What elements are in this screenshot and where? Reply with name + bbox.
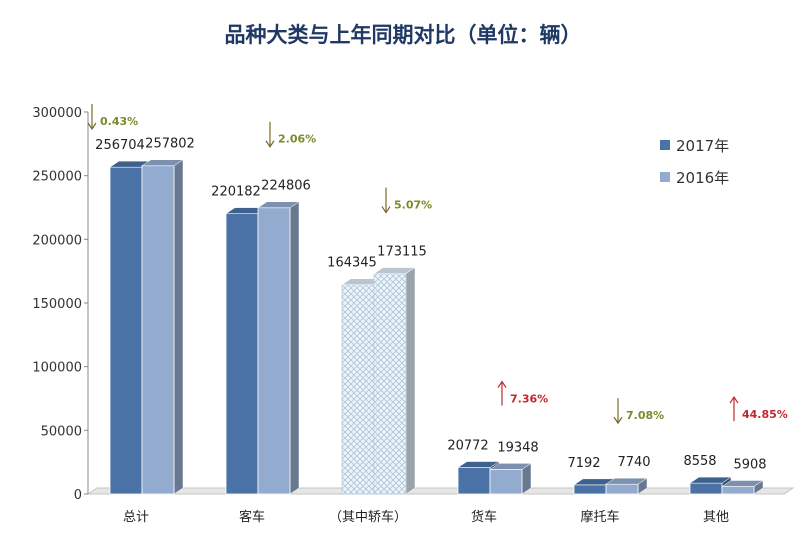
bar: [141, 159, 184, 495]
arrow-head: [381, 206, 391, 214]
arrow-head: [613, 416, 623, 425]
chart-title: 品种大类与上年同期对比（单位：辆）: [225, 23, 582, 47]
bar-top: [257, 201, 300, 208]
bar-front: [689, 482, 723, 495]
bar-side: [173, 159, 184, 495]
y-tick-label: 250000: [32, 170, 82, 185]
bar-top: [605, 477, 648, 485]
down-arrow-icon: [265, 121, 275, 148]
value-label: 19348: [497, 440, 538, 455]
value-label: 7740: [617, 455, 650, 470]
bar: [373, 267, 416, 495]
y-tick-label: 100000: [32, 361, 82, 376]
category-label: （其中轿车）: [329, 509, 407, 525]
y-tick-label: 200000: [32, 233, 82, 248]
change-label: 44.85%: [742, 408, 788, 421]
bar-side: [405, 267, 416, 495]
down-arrow-icon: [87, 104, 97, 131]
chart-floor: [86, 487, 795, 495]
bar-side: [289, 201, 300, 495]
value-label: 224806: [261, 179, 311, 194]
arrow-head: [87, 122, 97, 131]
up-arrow-icon: [497, 380, 507, 406]
bar-front: [721, 486, 755, 495]
y-tick-label: 50000: [41, 424, 82, 439]
value-label: 20772: [447, 439, 488, 454]
value-label: 257802: [145, 137, 195, 152]
legend-label: 2016年: [676, 169, 729, 187]
category-label: 其他: [703, 510, 729, 525]
category-label: 客车: [239, 509, 265, 525]
down-arrow-icon: [381, 187, 391, 214]
legend-swatch: [660, 172, 670, 182]
category-label: 总计: [123, 510, 149, 525]
bar: [489, 462, 532, 495]
value-label: 5908: [733, 457, 766, 472]
bar-front: [141, 165, 175, 495]
change-label: 0.43%: [100, 115, 138, 128]
bar-top: [489, 463, 532, 470]
up-arrow-icon: [729, 396, 739, 422]
bar-top: [721, 480, 764, 487]
bar-front: [457, 467, 491, 495]
y-tick-label: 150000: [32, 297, 82, 312]
bar-front: [573, 484, 607, 495]
bar-front: [109, 166, 143, 495]
bar-front: [257, 207, 291, 495]
category-label: 货车: [471, 509, 497, 525]
bar-top: [689, 476, 732, 484]
arrow-head: [265, 140, 275, 148]
y-tick-label: 0: [74, 488, 82, 503]
y-tick-label: 300000: [32, 106, 82, 121]
bar-front: [225, 213, 259, 495]
value-label: 220182: [211, 185, 261, 200]
legend-label: 2017年: [676, 137, 729, 155]
value-label: 256704: [95, 138, 145, 153]
bar-top: [141, 159, 184, 166]
value-label: 8558: [683, 454, 716, 469]
value-label: 164345: [327, 256, 377, 271]
bar: [721, 480, 764, 495]
bar: [257, 201, 300, 495]
arrow-head: [729, 396, 739, 404]
legend-swatch: [660, 140, 670, 150]
bar-top: [457, 461, 500, 468]
arrow-head: [497, 380, 507, 388]
value-label: 7192: [567, 456, 600, 471]
bar: [605, 477, 648, 495]
value-label: 173115: [377, 245, 427, 260]
change-label: 7.08%: [626, 409, 664, 422]
down-arrow-icon: [613, 398, 623, 425]
bar-top: [373, 267, 416, 274]
change-label: 5.07%: [394, 199, 432, 212]
bar-front: [489, 468, 523, 495]
bar-front: [373, 273, 407, 495]
change-label: 2.06%: [278, 133, 316, 146]
bar-front: [341, 284, 375, 495]
bar-front: [605, 483, 639, 495]
change-label: 7.36%: [510, 393, 548, 406]
category-label: 摩托车: [580, 509, 619, 525]
